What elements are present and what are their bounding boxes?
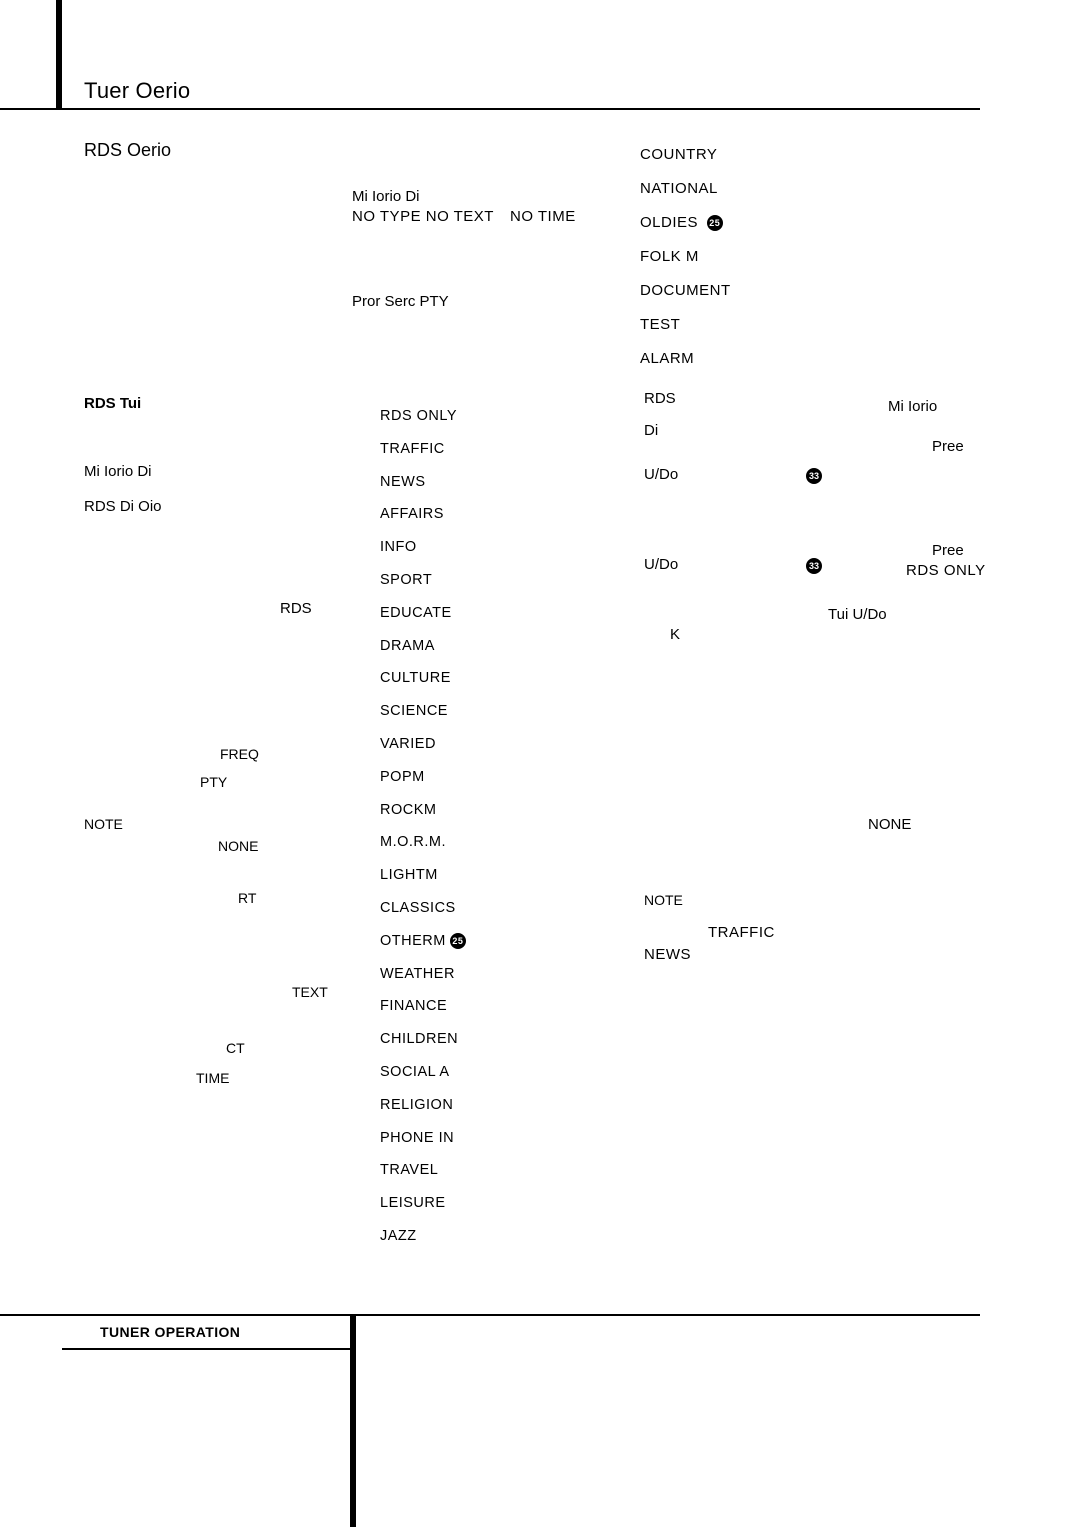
list-item: CULTURE (380, 662, 466, 695)
k-right: K (670, 626, 680, 643)
list-item: NATIONAL (640, 172, 731, 206)
udo-1: U/Do (644, 466, 678, 483)
list-item: M.O.R.M. (380, 826, 466, 859)
rds-right: RDS (644, 390, 676, 407)
page-title: Tuer Oerio (84, 78, 190, 104)
list-item: VARIED (380, 728, 466, 761)
udo-2: U/Do (644, 556, 678, 573)
rds-di-oio: RDS Di Oio (84, 498, 162, 515)
note-label: NOTE (84, 816, 123, 832)
rds-only-right: RDS ONLY (906, 562, 986, 579)
bottom-vertical-rule (350, 1316, 356, 1527)
list-item: POPM (380, 761, 466, 794)
list-item: SCIENCE (380, 695, 466, 728)
list-item: FINANCE (380, 990, 466, 1023)
list-item: RDS ONLY (380, 400, 466, 433)
badge-icon: 25 (450, 933, 466, 949)
rds-label: RDS (280, 600, 312, 617)
list-item: TEST (640, 308, 731, 342)
mi-iorio-right: Mi Iorio (888, 398, 937, 415)
list-item: LIGHTM (380, 859, 466, 892)
badge-icon: 33 (806, 466, 822, 484)
list-item: JAZZ (380, 1220, 466, 1253)
note-right: NOTE (644, 892, 683, 908)
rule-under-title (0, 108, 980, 110)
none-label: NONE (218, 838, 258, 854)
text-label: TEXT (292, 984, 328, 1000)
no-type-no-text: NO TYPE NO TEXT (352, 208, 494, 225)
di-right: Di (644, 422, 658, 439)
right-top-list: COUNTRY NATIONAL OLDIES 25 FOLK M DOCUME… (640, 138, 731, 376)
list-item: RELIGION (380, 1089, 466, 1122)
list-item: FOLK M (640, 240, 731, 274)
bottom-rule (0, 1314, 980, 1316)
list-item: DRAMA (380, 630, 466, 663)
time-label: TIME (196, 1070, 229, 1086)
tui-udo: Tui U/Do (828, 606, 887, 623)
badge-icon: 33 (806, 556, 822, 574)
mi-iorio-di-label: Mi Iorio Di (352, 188, 420, 205)
list-item: AFFAIRS (380, 498, 466, 531)
top-vertical-rule (56, 0, 62, 108)
list-item: ALARM (640, 342, 731, 376)
ct-label: CT (226, 1040, 245, 1056)
page: Tuer Oerio RDS Oerio Mi Iorio Di NO TYPE… (0, 0, 1080, 1527)
list-item: LEISURE (380, 1187, 466, 1220)
mi-iorio-di: Mi Iorio Di (84, 463, 152, 480)
list-item: TRAVEL (380, 1154, 466, 1187)
list-item: CHILDREN (380, 1023, 466, 1056)
footer-label: TUNER OPERATION (100, 1324, 240, 1340)
list-item: INFO (380, 531, 466, 564)
no-time: NO TIME (510, 208, 576, 225)
list-item: ROCKM (380, 794, 466, 827)
list-item: DOCUMENT (640, 274, 731, 308)
list-item: OLDIES 25 (640, 206, 731, 240)
freq-label: FREQ (220, 746, 259, 762)
list-item: PHONE IN (380, 1122, 466, 1155)
pty-list: RDS ONLY TRAFFIC NEWS AFFAIRS INFO SPORT… (380, 400, 466, 1253)
news-right: NEWS (644, 946, 691, 963)
list-item: OTHERM25 (380, 925, 466, 958)
pree-2: Pree (932, 542, 964, 559)
badge-icon: 25 (707, 215, 723, 231)
list-item: TRAFFIC (380, 433, 466, 466)
traffic-right: TRAFFIC (708, 924, 775, 941)
pty-label: PTY (200, 774, 227, 790)
rds-tui-heading: RDS Tui (84, 395, 141, 412)
list-item: SOCIAL A (380, 1056, 466, 1089)
rt-label: RT (238, 890, 256, 906)
list-item: WEATHER (380, 958, 466, 991)
list-item: EDUCATE (380, 597, 466, 630)
pree-1: Pree (932, 438, 964, 455)
list-item: COUNTRY (640, 138, 731, 172)
list-item: NEWS (380, 466, 466, 499)
list-item: SPORT (380, 564, 466, 597)
none-right: NONE (868, 816, 911, 833)
pror-serc-pty: Pror Serc PTY (352, 293, 449, 310)
bottom-rule-2 (62, 1348, 352, 1350)
list-item: CLASSICS (380, 892, 466, 925)
rds-oerio-heading: RDS Oerio (84, 140, 171, 161)
